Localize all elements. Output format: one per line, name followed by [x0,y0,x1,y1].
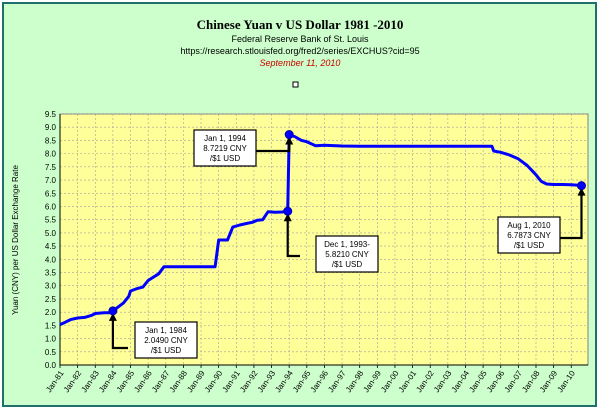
chart-title: Chinese Yuan v US Dollar 1981 -2010 [197,17,404,32]
annotation-box [134,321,198,359]
series-line [59,133,582,326]
chart-canvas: Chinese Yuan v US Dollar 1981 -2010 Fede… [11,17,589,395]
annotation-text: 6.7873 CNY [507,231,551,240]
annotation-leader [560,191,583,240]
y-tick-label: 5.0 [45,229,57,238]
annotation-text: 8.7219 CNY [203,144,247,153]
annotation-text: Jan 1, 1994 [204,134,246,143]
y-axis-label: Yuan (CNY) per US Dollar Exchange Rate [11,165,20,315]
annotation-arrowhead [283,213,292,222]
annotation-box [315,235,379,273]
y-tick-label: 8.0 [45,150,57,159]
annotation-text: /$1 USD [332,260,362,269]
annotation-point [576,181,586,191]
annotation-arrowhead [108,312,117,321]
y-tick-label: 5.5 [45,216,57,225]
annotation-text: /$1 USD [210,154,240,163]
annotation-box [497,216,561,254]
chart-subtitle-source: Federal Reserve Bank of St. Louis [231,34,369,44]
y-tick-label: 1.5 [45,321,57,330]
annotation-arrowhead [577,187,586,196]
annotation-box [193,129,257,167]
y-tick-label: 0.0 [45,361,57,370]
annotation-arrowhead [285,136,294,145]
y-tick-label: 1.0 [45,335,57,344]
chart-date: September 11, 2010 [260,58,341,68]
chart-frame: Chinese Yuan v US Dollar 1981 -2010 Fede… [2,2,597,407]
marker-square [292,81,299,88]
y-tick-label: 4.0 [45,255,57,264]
annotation-text: Aug 1, 2010 [507,221,551,230]
y-tick-label: 0.5 [45,348,57,357]
annotation-point [284,130,294,140]
y-tick-label: 7.0 [45,176,57,185]
y-tick-label: 6.5 [45,189,57,198]
annotation-text: Jan 1, 1984 [145,326,187,335]
annotation-point [108,306,118,316]
y-tick-label: 3.0 [45,282,57,291]
annotation-text: 5.8210 CNY [325,250,369,259]
y-tick-label: 6.0 [45,202,57,211]
y-tick-label: 3.5 [45,269,57,278]
y-tick-label: 2.0 [45,308,57,317]
annotation-text: /$1 USD [151,346,181,355]
annotation-leader [286,217,300,258]
x-tick-label: Jan-10 [555,369,577,395]
annotation-point [283,206,293,216]
annotation-text: /$1 USD [514,241,544,250]
chart-subtitle-url: https://research.stlouisfed.org/fred2/se… [180,46,419,56]
annotation-text: 2.0490 CNY [144,336,188,345]
y-tick-label: 2.5 [45,295,57,304]
y-tick-label: 9.5 [45,110,57,119]
annotation-leader [111,316,128,350]
y-tick-label: 9.0 [45,123,57,132]
y-tick-label: 4.5 [45,242,57,251]
y-tick-label: 8.5 [45,136,57,145]
plot-area: 0.0 0.5 1.0 1.5 2.0 2.5 3.0 3.5 4.0 4.5 5.0 5.5 6.0 6… [44,110,589,395]
annotation-text: Dec 1, 1993- [324,240,370,249]
y-tick-label: 7.5 [45,163,57,172]
